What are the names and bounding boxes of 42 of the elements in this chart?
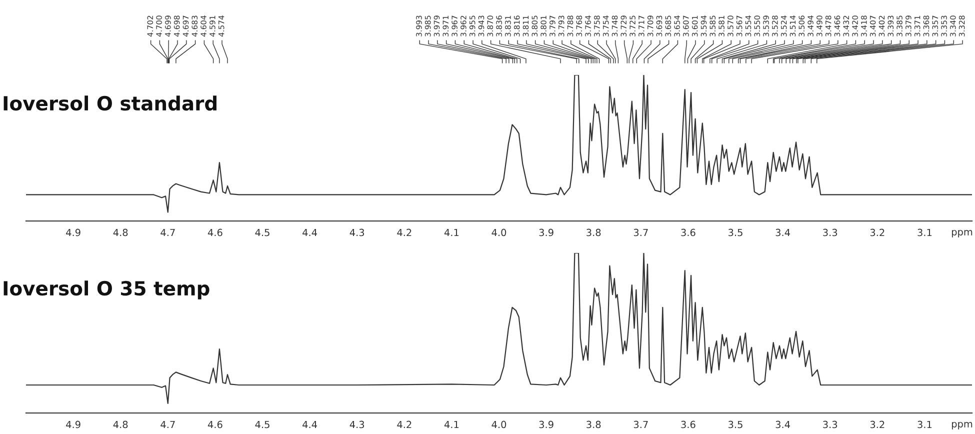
x-tick-label: 3.1 xyxy=(918,420,932,428)
x-tick-label: 4.5 xyxy=(255,420,270,428)
x-tick-label: 3.7 xyxy=(634,228,648,236)
x-tick-label: 4.3 xyxy=(350,420,364,428)
x-tick-label: 4.9 xyxy=(66,228,80,236)
x-tick-label: 3.3 xyxy=(823,420,838,428)
x-tick-label: 3.8 xyxy=(586,420,601,428)
x-tick-label: 3.3 xyxy=(823,228,838,236)
x-tick-label: 4.0 xyxy=(492,420,506,428)
x-axis-title: ppm xyxy=(952,230,972,238)
x-tick-label: 4.3 xyxy=(350,228,364,236)
x-tick-label: 3.1 xyxy=(918,228,932,236)
x-tick-label: 4.8 xyxy=(113,420,128,428)
x-tick-label: 3.9 xyxy=(539,420,554,428)
x-tick-label: 4.2 xyxy=(397,228,412,236)
text: Ioversol O 35 temp xyxy=(4,280,210,300)
x-tick-label: 3.5 xyxy=(728,420,742,428)
x-tick-label: 3.9 xyxy=(539,228,554,236)
x-tick-label: 4.6 xyxy=(208,228,222,236)
x-tick-label: 3.6 xyxy=(681,420,696,428)
x-tick-label: 4.9 xyxy=(66,420,80,428)
x-tick-label: 3.4 xyxy=(776,420,790,428)
x-tick-label: 4.7 xyxy=(160,420,175,428)
x-tick-label: 4.4 xyxy=(302,228,317,236)
x-tick-label: 3.2 xyxy=(870,228,884,236)
x-tick-label: 4.2 xyxy=(397,420,412,428)
x-tick-label: 4.0 xyxy=(492,228,506,236)
x-tick-label: 4.7 xyxy=(160,228,175,236)
x-tick-label: 3.5 xyxy=(728,228,742,236)
x-tick-label: 4.6 xyxy=(208,420,222,428)
x-tick-label: 4.4 xyxy=(302,420,317,428)
x-tick-label: 4.1 xyxy=(444,420,459,428)
x-tick-label: 3.4 xyxy=(776,228,790,236)
x-axis-title: ppm xyxy=(952,422,972,430)
x-tick-label: 3.6 xyxy=(681,228,696,236)
text: Ioversol O standard xyxy=(4,96,216,111)
x-tick-label: 4.8 xyxy=(113,228,128,236)
x-tick-label: 3.2 xyxy=(870,420,884,428)
x-tick-label: 4.1 xyxy=(444,228,459,236)
x-tick-label: 3.8 xyxy=(586,228,601,236)
x-tick-label: 4.5 xyxy=(255,228,270,236)
x-tick-label: 3.7 xyxy=(634,420,648,428)
